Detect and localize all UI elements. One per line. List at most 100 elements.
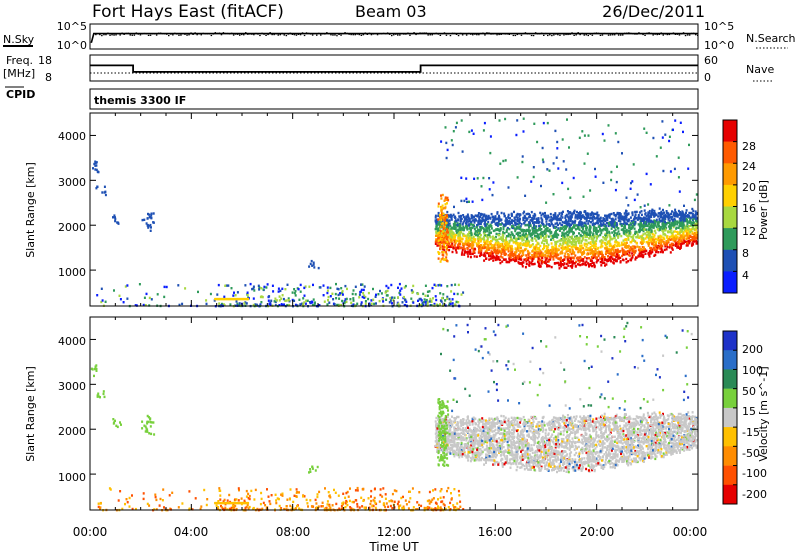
- data-cell: [692, 235, 695, 239]
- data-cell: [574, 254, 577, 257]
- data-cell: [609, 258, 612, 262]
- data-cell: [103, 185, 106, 188]
- data-cell: [492, 229, 495, 233]
- nsearch-point: [194, 32, 196, 34]
- nsearch-point: [350, 34, 352, 36]
- data-cell: [284, 299, 287, 302]
- data-cell: [571, 256, 573, 259]
- data-cell: [274, 297, 277, 300]
- nsearch-point: [648, 32, 650, 34]
- data-cell: [619, 215, 621, 218]
- data-cell: [444, 126, 447, 129]
- data-cell: [568, 260, 571, 263]
- data-cell: [642, 255, 645, 259]
- nsearch-point: [190, 32, 192, 34]
- data-cell: [483, 234, 486, 237]
- data-cell: [623, 220, 626, 223]
- data-cell: [453, 488, 456, 491]
- data-cell: [545, 257, 548, 260]
- data-cell: [434, 501, 437, 504]
- data-cell: [495, 240, 498, 243]
- data-cell: [559, 252, 562, 255]
- data-cell: [531, 250, 534, 253]
- data-cell: [466, 228, 469, 231]
- data-cell: [672, 224, 675, 227]
- data-cell: [434, 227, 437, 231]
- data-cell: [626, 245, 628, 248]
- data-cell: [92, 167, 94, 170]
- data-cell: [432, 297, 434, 300]
- nsearch-point: [457, 35, 460, 37]
- data-cell: [492, 238, 494, 241]
- data-cell: [640, 217, 643, 220]
- data-cell: [447, 231, 449, 234]
- data-cell: [675, 212, 677, 215]
- data-cell: [471, 214, 474, 218]
- data-cell: [454, 126, 457, 129]
- data-cell: [591, 261, 594, 264]
- data-cell: [612, 225, 615, 228]
- power-heatmap: [92, 117, 698, 308]
- nsearch-point: [524, 32, 527, 34]
- data-cell: [470, 226, 473, 229]
- data-cell: [593, 212, 596, 216]
- data-cell: [506, 244, 509, 247]
- data-cell: [223, 295, 226, 298]
- data-cell: [344, 298, 347, 301]
- data-cell: [495, 228, 498, 231]
- data-cell: [582, 252, 585, 256]
- data-cell: [149, 229, 152, 232]
- data-cell: [640, 213, 643, 216]
- data-cell: [446, 210, 449, 214]
- data-cell: [502, 235, 505, 238]
- data-cell: [444, 222, 447, 225]
- data-cell: [460, 119, 463, 122]
- data-cell: [476, 177, 479, 180]
- data-cell: [562, 237, 564, 240]
- data-cell: [236, 297, 239, 301]
- nsearch-point: [690, 32, 693, 34]
- data-cell: [639, 255, 642, 258]
- data-cell: [412, 290, 415, 293]
- nsearch-point: [549, 34, 551, 36]
- data-cell: [503, 212, 506, 215]
- data-cell: [558, 222, 561, 225]
- data-cell: [224, 506, 227, 509]
- data-cell: [555, 256, 558, 259]
- data-cell: [636, 245, 639, 248]
- data-cell: [630, 259, 633, 262]
- data-cell: [553, 215, 556, 219]
- data-cell: [440, 206, 443, 210]
- nsearch-point: [686, 34, 689, 36]
- nsearch-point: [346, 32, 348, 34]
- data-cell: [552, 248, 555, 251]
- data-cell: [448, 248, 451, 252]
- nsearch-point: [465, 34, 468, 36]
- data-cell: [459, 246, 462, 250]
- data-cell: [682, 222, 685, 225]
- data-cell: [492, 181, 495, 184]
- data-cell: [671, 210, 673, 213]
- data-cell: [363, 285, 366, 288]
- data-cell: [381, 298, 384, 301]
- data-cell: [498, 214, 500, 218]
- data-cell: [571, 226, 574, 229]
- data-cell: [624, 233, 627, 236]
- data-cell: [459, 500, 462, 503]
- data-cell: [679, 121, 682, 124]
- data-cell: [272, 290, 275, 293]
- data-cell: [537, 218, 539, 221]
- data-cell: [523, 258, 526, 261]
- data-cell: [505, 235, 508, 238]
- data-cell: [604, 226, 607, 230]
- data-cell: [543, 261, 546, 264]
- data-cell: [605, 258, 608, 262]
- data-cell: [340, 505, 343, 508]
- data-cell: [613, 244, 616, 247]
- data-cell: [597, 229, 600, 233]
- data-cell: [650, 230, 653, 233]
- data-cell: [344, 496, 347, 499]
- data-cell: [653, 229, 656, 232]
- data-cell: [683, 204, 685, 207]
- data-cell: [502, 159, 505, 163]
